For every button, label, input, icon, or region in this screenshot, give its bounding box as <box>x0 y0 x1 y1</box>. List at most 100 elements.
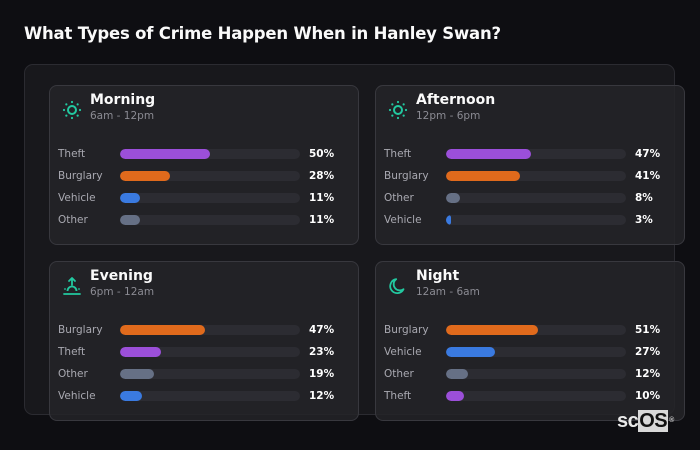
bar-fill <box>120 171 171 181</box>
bar-row: Burglary 41% <box>376 169 684 183</box>
bar-fill <box>446 193 461 203</box>
bar-track <box>446 391 626 401</box>
bar-fill <box>120 369 155 379</box>
bar-label: Burglary <box>384 170 429 182</box>
bar-value: 3% <box>635 214 653 226</box>
bar-fill <box>120 325 205 335</box>
card-title: Night <box>416 268 460 284</box>
logo-registered: ® <box>669 417 674 424</box>
bar-value: 47% <box>309 324 335 336</box>
card-title: Afternoon <box>416 92 496 108</box>
bar-track <box>446 171 626 181</box>
bar-row: Vehicle 12% <box>50 389 358 403</box>
bar-track <box>120 193 300 203</box>
moon-icon <box>388 276 408 296</box>
bar-value: 47% <box>635 148 661 160</box>
bar-label: Other <box>58 368 88 380</box>
card-afternoon: Afternoon 12pm - 6pm Theft 47% Burglary 41% Ot… <box>375 85 685 245</box>
bar-label: Theft <box>384 148 412 160</box>
bar-row: Vehicle 27% <box>376 345 684 359</box>
bar-label: Vehicle <box>384 214 422 226</box>
bar-value: 28% <box>309 170 335 182</box>
bar-track <box>120 171 300 181</box>
bar-fill <box>120 347 162 357</box>
bar-track <box>446 193 626 203</box>
bar-value: 8% <box>635 192 653 204</box>
bar-track <box>120 325 300 335</box>
bar-value: 11% <box>309 192 335 204</box>
page-title: What Types of Crime Happen When in Hanle… <box>24 24 501 43</box>
bar-fill <box>120 149 210 159</box>
bar-label: Other <box>58 214 88 226</box>
bar-track <box>120 149 300 159</box>
bar-track <box>446 325 626 335</box>
sun-icon <box>388 100 408 120</box>
bar-label: Burglary <box>58 324 103 336</box>
card-time-range: 12am - 6am <box>416 286 480 298</box>
bar-track <box>120 215 300 225</box>
bar-row: Other 8% <box>376 191 684 205</box>
bar-label: Theft <box>384 390 412 402</box>
bar-track <box>446 149 626 159</box>
bar-fill <box>446 149 531 159</box>
sunset-icon <box>62 276 82 296</box>
bar-value: 12% <box>309 390 335 402</box>
bar-fill <box>446 171 520 181</box>
bar-label: Other <box>384 368 414 380</box>
card-time-range: 6am - 12pm <box>90 110 155 122</box>
card-title: Morning <box>90 92 156 108</box>
bar-label: Vehicle <box>384 346 422 358</box>
bar-label: Vehicle <box>58 390 96 402</box>
bar-value: 27% <box>635 346 661 358</box>
bar-fill <box>120 193 140 203</box>
card-morning: Morning 6am - 12pm Theft 50% Burglary 28% Vehi… <box>49 85 359 245</box>
bar-label: Burglary <box>58 170 103 182</box>
card-title: Evening <box>90 268 153 284</box>
bar-value: 12% <box>635 368 661 380</box>
logo-os: OS <box>638 410 669 432</box>
bar-track <box>446 347 626 357</box>
scos-logo: scOS ® <box>617 410 674 432</box>
bar-value: 19% <box>309 368 335 380</box>
bar-fill <box>446 215 452 225</box>
bar-track <box>120 369 300 379</box>
bar-row: Vehicle 3% <box>376 213 684 227</box>
bar-track <box>120 391 300 401</box>
bar-value: 51% <box>635 324 661 336</box>
bar-fill <box>446 325 538 335</box>
bar-value: 11% <box>309 214 335 226</box>
bar-track <box>446 369 626 379</box>
bar-row: Theft 47% <box>376 147 684 161</box>
bar-label: Vehicle <box>58 192 96 204</box>
bar-fill <box>446 391 464 401</box>
card-night: Night 12am - 6am Burglary 51% Vehicle 27% Othe… <box>375 261 685 421</box>
bar-fill <box>120 215 140 225</box>
bar-fill <box>120 391 142 401</box>
bar-row: Theft 10% <box>376 389 684 403</box>
bar-row: Burglary 47% <box>50 323 358 337</box>
card-time-range: 12pm - 6pm <box>416 110 481 122</box>
bar-label: Theft <box>58 148 86 160</box>
logo-sc: sc <box>617 410 639 432</box>
card-evening: Evening 6pm - 12am Burglary 47% Theft 23% Othe… <box>49 261 359 421</box>
bar-row: Theft 23% <box>50 345 358 359</box>
bar-track <box>446 215 626 225</box>
bar-fill <box>446 347 495 357</box>
bar-row: Other 12% <box>376 367 684 381</box>
bar-label: Theft <box>58 346 86 358</box>
card-time-range: 6pm - 12am <box>90 286 155 298</box>
bar-value: 10% <box>635 390 661 402</box>
bar-label: Other <box>384 192 414 204</box>
bar-value: 50% <box>309 148 335 160</box>
bar-row: Vehicle 11% <box>50 191 358 205</box>
bar-row: Other 19% <box>50 367 358 381</box>
bar-track <box>120 347 300 357</box>
bar-row: Burglary 28% <box>50 169 358 183</box>
bar-fill <box>446 369 468 379</box>
bar-row: Theft 50% <box>50 147 358 161</box>
sun-icon <box>62 100 82 120</box>
bar-row: Burglary 51% <box>376 323 684 337</box>
bar-value: 41% <box>635 170 661 182</box>
bar-row: Other 11% <box>50 213 358 227</box>
bar-label: Burglary <box>384 324 429 336</box>
